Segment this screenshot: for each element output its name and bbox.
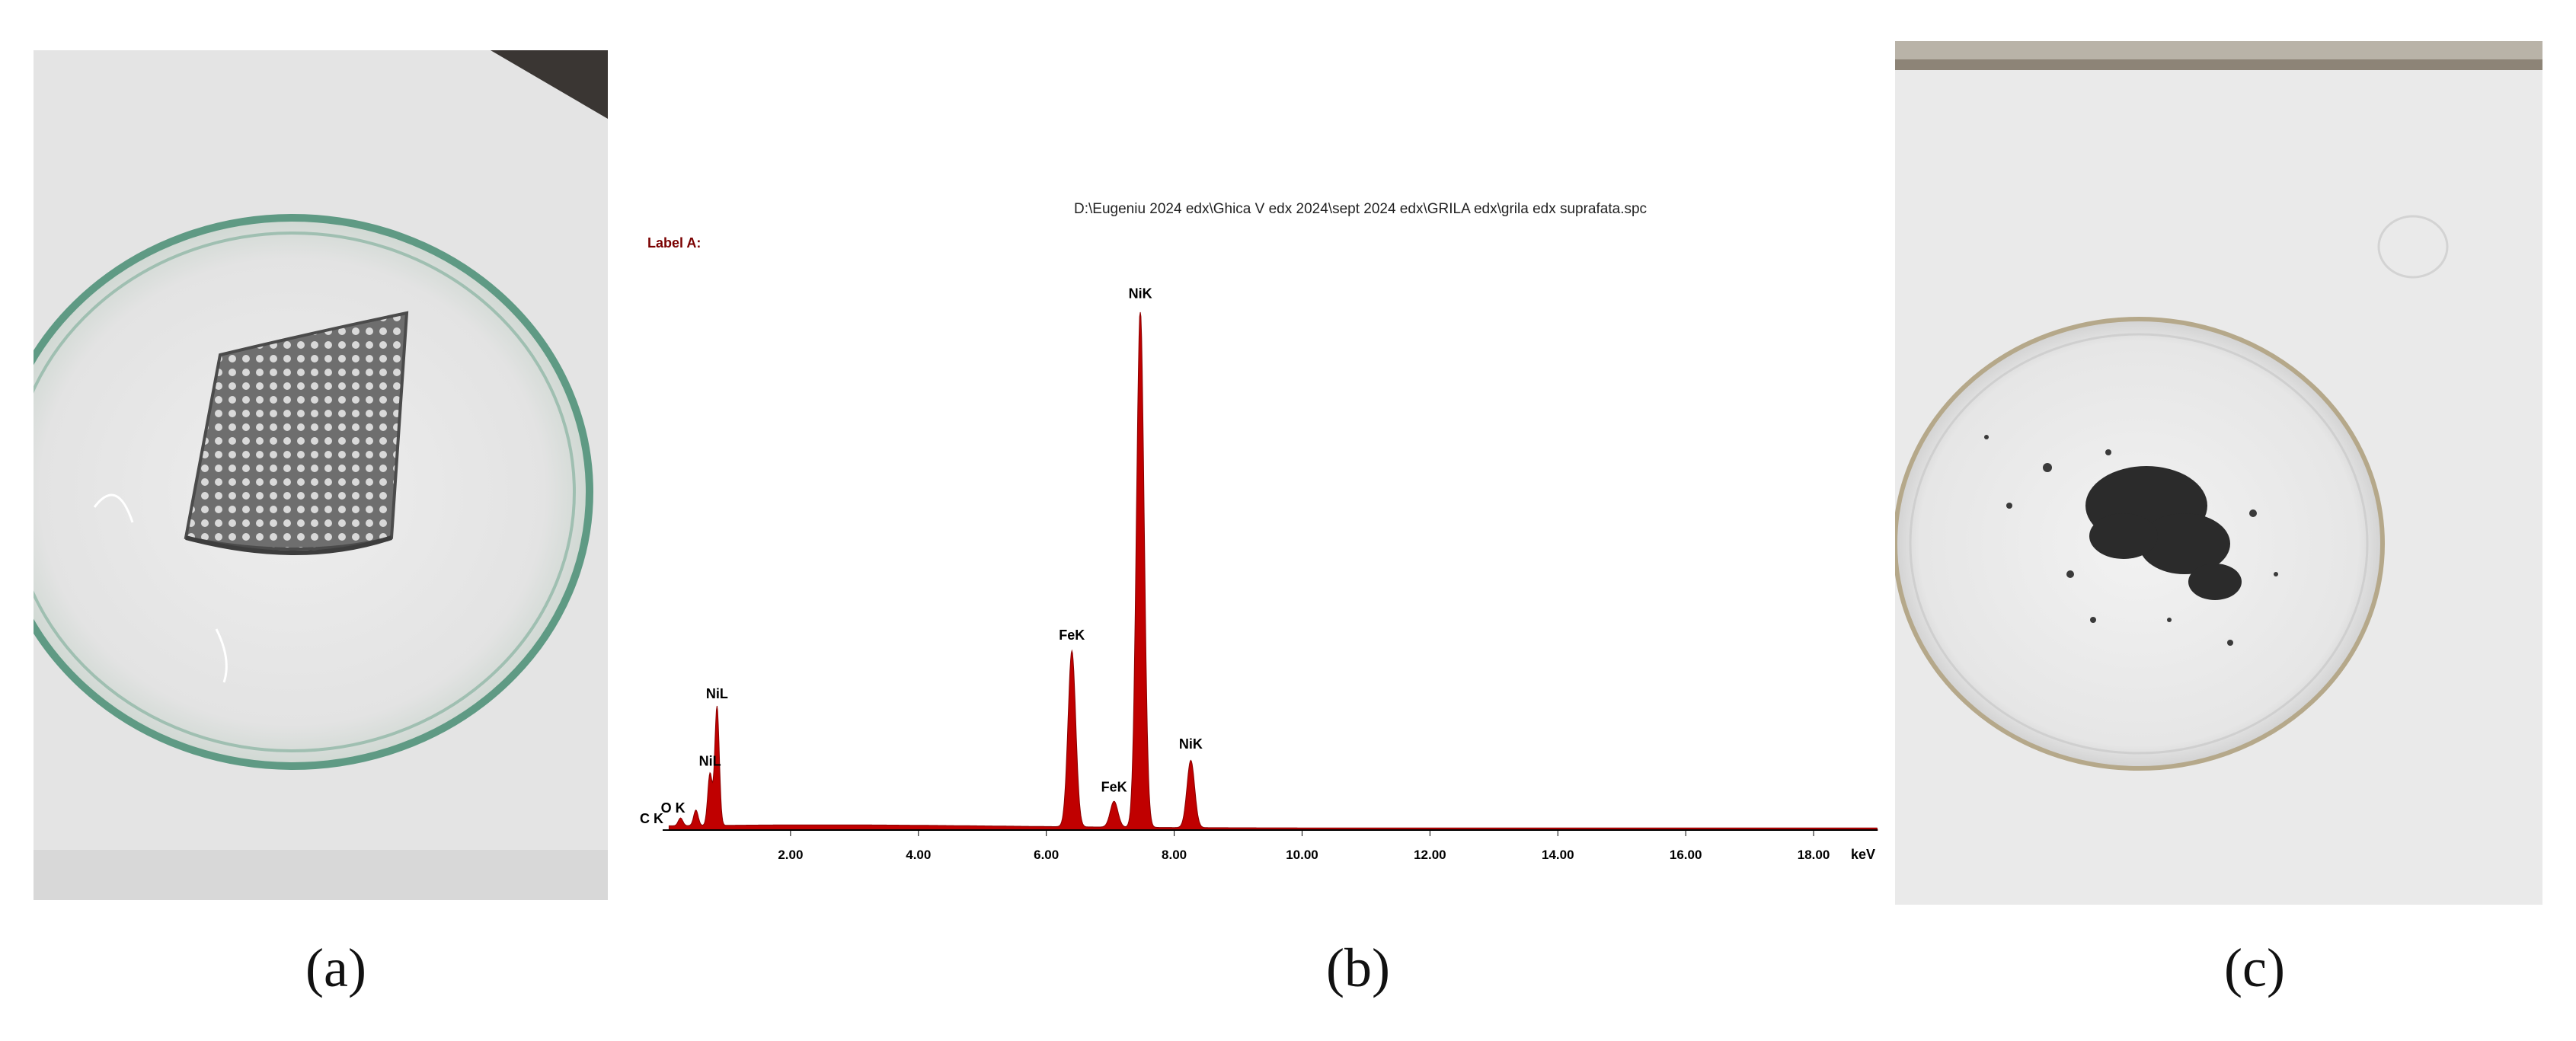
x-tick-label: 6.00 — [1034, 848, 1059, 862]
caption-c: (c) — [2224, 937, 2285, 998]
x-tick-label: 8.00 — [1162, 848, 1187, 862]
x-tick-label: 12.00 — [1414, 848, 1446, 862]
peak-labels: C KO K NiL NiL FeK FeK NiK NiK — [640, 286, 1203, 826]
photo-a-mesh-in-petri-dish — [34, 50, 608, 900]
x-tick-label: 14.00 — [1542, 848, 1574, 862]
peak-label: O K — [661, 800, 686, 816]
peak-label: C K — [640, 811, 663, 826]
x-tick-label: 2.00 — [778, 848, 803, 862]
photo-c-powder-in-petri-dish — [1895, 41, 2542, 905]
chart-label: Label A: — [647, 235, 701, 251]
peak-label: NiK — [1129, 286, 1152, 301]
x-axis-label: keV — [1851, 847, 1875, 862]
peak-label: FeK — [1101, 779, 1127, 794]
x-tick-label: 4.00 — [906, 848, 931, 862]
peak-label: NiL — [699, 753, 721, 768]
x-tick-label: 16.00 — [1670, 848, 1702, 862]
peak-label: FeK — [1059, 627, 1085, 643]
peak-label: NiL — [706, 686, 728, 701]
chart-title: D:\Eugeniu 2024 edx\Ghica V edx 2024\sep… — [1074, 201, 1647, 217]
spectrum-area — [668, 311, 1878, 831]
spectrum-area-path — [668, 311, 1878, 831]
caption-a: (a) — [305, 937, 366, 998]
x-tick-label: 18.00 — [1798, 848, 1830, 862]
x-axis-ticks: 2.00 4.00 6.00 8.00 10.00 12.00 14.00 16.00 18.0… — [778, 830, 1830, 862]
peak-label: NiK — [1179, 736, 1203, 752]
caption-b: (b) — [1326, 937, 1390, 998]
edx-spectrum-chart: D:\Eugeniu 2024 edx\Ghica V edx 2024\sep… — [640, 201, 1878, 862]
x-tick-label: 10.00 — [1286, 848, 1318, 862]
